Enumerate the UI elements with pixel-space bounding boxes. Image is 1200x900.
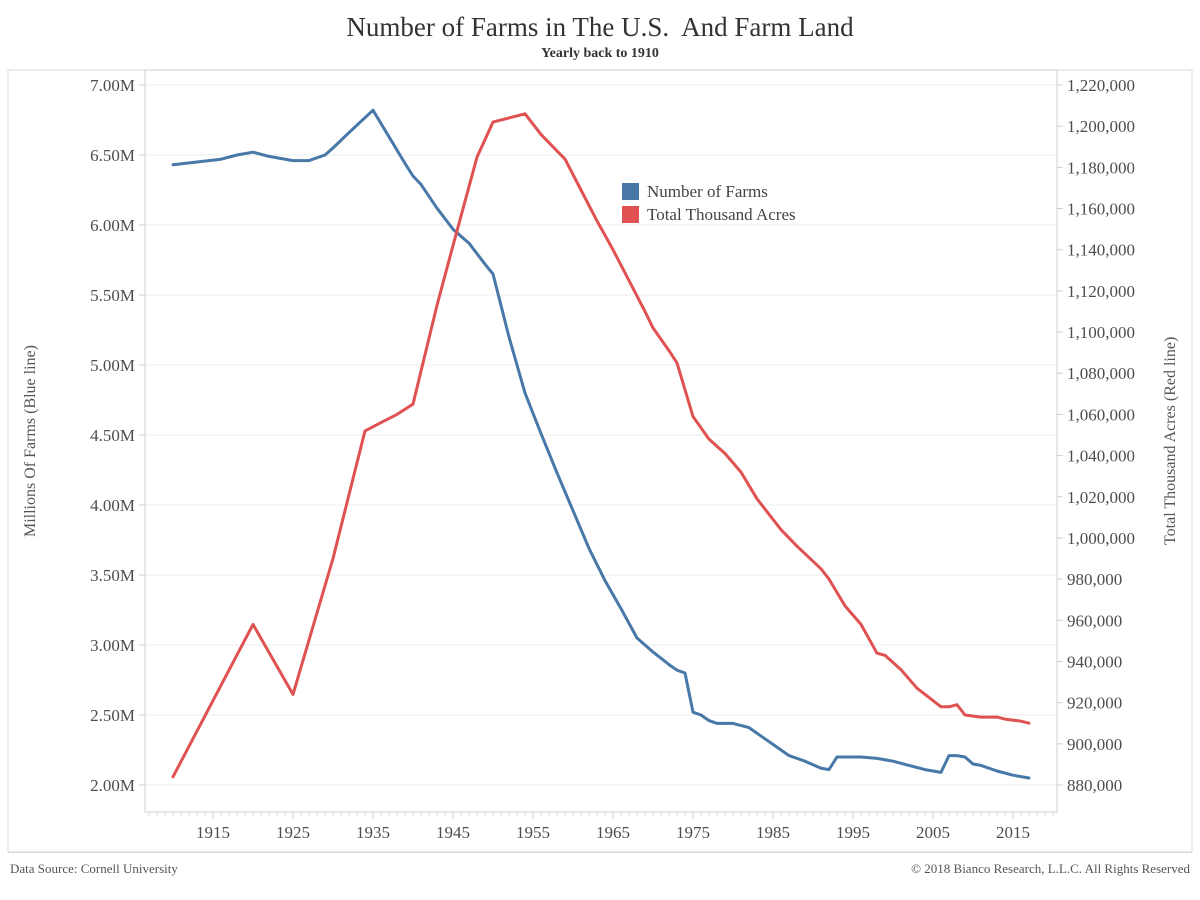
x-axis-tick-label: 1945 xyxy=(436,823,470,842)
right-axis-tick-label: 1,180,000 xyxy=(1067,158,1135,177)
right-axis-tick-label: 980,000 xyxy=(1067,570,1122,589)
right-axis-tick-label: 960,000 xyxy=(1067,611,1122,630)
legend: Number of Farms Total Thousand Acres xyxy=(622,180,796,226)
left-axis-tick-label: 2.00M xyxy=(90,776,135,795)
right-axis-tick-label: 1,140,000 xyxy=(1067,241,1135,260)
right-axis-tick-label: 900,000 xyxy=(1067,735,1122,754)
farms-line xyxy=(171,108,1031,780)
acres-legend-label: Total Thousand Acres xyxy=(647,204,796,224)
farms-legend-swatch xyxy=(622,183,639,200)
right-axis-tick-label: 1,080,000 xyxy=(1067,364,1135,383)
left-axis-tick-label: 5.00M xyxy=(90,356,135,375)
left-axis-tick-label: 4.00M xyxy=(90,496,135,515)
right-axis-tick-label: 920,000 xyxy=(1067,694,1122,713)
copyright-note: © 2018 Bianco Research, L.L.C. All Right… xyxy=(911,861,1190,876)
right-axis-tick-label: 1,160,000 xyxy=(1067,200,1135,219)
right-axis-tick-label: 1,100,000 xyxy=(1067,323,1135,342)
left-axis-tick-label: 2.50M xyxy=(90,706,135,725)
x-axis-tick-label: 1975 xyxy=(676,823,710,842)
left-axis-tick-label: 5.50M xyxy=(90,286,135,305)
right-axis-tick-label: 880,000 xyxy=(1067,776,1122,795)
x-axis-tick-label: 1955 xyxy=(516,823,550,842)
legend-item-farms: Number of Farms xyxy=(622,180,796,203)
x-axis-tick-label: 1925 xyxy=(276,823,310,842)
right-axis-tick-label: 1,040,000 xyxy=(1067,447,1135,466)
chart-subtitle: Yearly back to 1910 xyxy=(541,46,659,61)
x-axis-tick-label: 1995 xyxy=(836,823,870,842)
left-axis-tick-label: 3.50M xyxy=(90,566,135,585)
chart-title: Number of Farms in The U.S. And Farm Lan… xyxy=(346,12,854,42)
right-axis-tick-label: 1,000,000 xyxy=(1067,529,1135,548)
left-axis-tick-label: 3.00M xyxy=(90,636,135,655)
legend-item-acres: Total Thousand Acres xyxy=(622,203,796,226)
acres-legend-swatch xyxy=(622,206,639,223)
plot-border xyxy=(144,69,1058,813)
data-source-note: Data Source: Cornell University xyxy=(10,861,178,876)
right-axis-tick-label: 940,000 xyxy=(1067,652,1122,671)
right-axis-tick-label: 1,220,000 xyxy=(1067,76,1135,95)
acres-line xyxy=(171,112,1031,779)
x-axis-tick-label: 1965 xyxy=(596,823,630,842)
left-axis-tick-label: 7.00M xyxy=(90,76,135,95)
right-axis-tick-label: 1,120,000 xyxy=(1067,282,1135,301)
x-axis-tick-label: 2005 xyxy=(916,823,950,842)
right-axis-tick-label: 1,020,000 xyxy=(1067,488,1135,507)
left-axis-tick-label: 4.50M xyxy=(90,426,135,445)
x-axis-tick-label: 2015 xyxy=(996,823,1030,842)
chart-frame xyxy=(7,69,1193,853)
left-axis-tick-label: 6.50M xyxy=(90,146,135,165)
right-axis-tick-label: 1,060,000 xyxy=(1067,405,1135,424)
left-axis-tick-label: 6.00M xyxy=(90,216,135,235)
right-axis-tick-label: 1,200,000 xyxy=(1067,117,1135,136)
footer-divider xyxy=(8,852,1192,853)
x-axis-tick-label: 1985 xyxy=(756,823,790,842)
x-axis-tick-label: 1935 xyxy=(356,823,390,842)
x-axis-tick-label: 1915 xyxy=(196,823,230,842)
farms-legend-label: Number of Farms xyxy=(647,181,768,201)
